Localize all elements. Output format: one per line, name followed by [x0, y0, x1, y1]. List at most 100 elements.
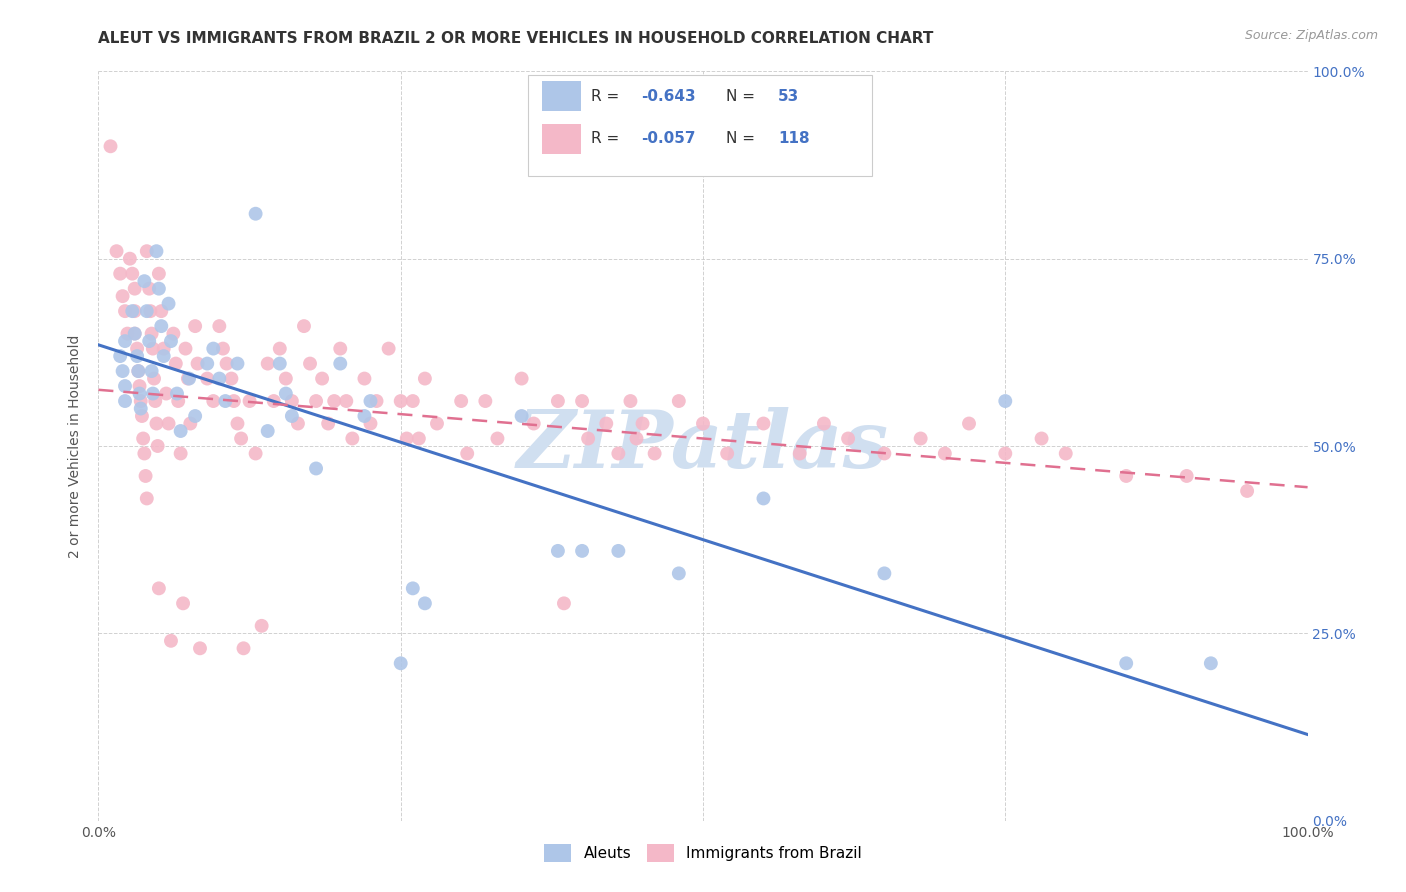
- Point: [127, 349, 149, 363]
- Point: [111, 364, 134, 378]
- Point: [135, 244, 157, 259]
- Point: [474, 394, 496, 409]
- Point: [124, 282, 146, 296]
- Point: [143, 371, 166, 385]
- Point: [215, 357, 238, 371]
- Point: [752, 491, 775, 506]
- Point: [160, 633, 183, 648]
- Point: [287, 417, 309, 431]
- Point: [595, 417, 617, 431]
- Point: [226, 357, 249, 371]
- Point: [450, 394, 472, 409]
- Bar: [543, 81, 581, 112]
- Point: [129, 401, 152, 416]
- Point: [934, 446, 956, 460]
- Text: 53: 53: [778, 88, 799, 103]
- Point: [114, 394, 136, 409]
- Point: [131, 409, 153, 423]
- Point: [250, 619, 273, 633]
- Point: [269, 342, 291, 356]
- Point: [142, 342, 165, 356]
- Point: [408, 432, 430, 446]
- Point: [128, 379, 150, 393]
- Text: N =: N =: [725, 131, 759, 146]
- Point: [486, 432, 509, 446]
- Point: [413, 596, 436, 610]
- Point: [229, 432, 252, 446]
- Point: [389, 394, 412, 409]
- Point: [134, 446, 156, 460]
- Point: [162, 326, 184, 341]
- Point: [208, 319, 231, 334]
- Point: [360, 394, 382, 409]
- Point: [208, 371, 231, 385]
- Point: [607, 544, 630, 558]
- Text: ALEUT VS IMMIGRANTS FROM BRAZIL 2 OR MORE VEHICLES IN HOUSEHOLD CORRELATION CHAR: ALEUT VS IMMIGRANTS FROM BRAZIL 2 OR MOR…: [98, 31, 934, 46]
- Point: [1031, 432, 1053, 446]
- Point: [274, 371, 297, 385]
- Point: [117, 326, 139, 341]
- Point: [172, 596, 194, 610]
- Point: [127, 364, 149, 378]
- Point: [910, 432, 932, 446]
- Point: [553, 596, 575, 610]
- Point: [631, 417, 654, 431]
- Point: [360, 417, 382, 431]
- Point: [222, 394, 245, 409]
- Point: [456, 446, 478, 460]
- Point: [155, 386, 177, 401]
- Point: [366, 394, 388, 409]
- Point: [311, 371, 333, 385]
- Point: [100, 139, 122, 153]
- Point: [668, 394, 690, 409]
- Point: [619, 394, 641, 409]
- Point: [188, 641, 211, 656]
- Point: [323, 394, 346, 409]
- Point: [145, 417, 167, 431]
- Point: [1175, 469, 1198, 483]
- Point: [169, 446, 191, 460]
- Point: [108, 267, 131, 281]
- Text: 118: 118: [778, 131, 810, 146]
- Point: [292, 319, 315, 334]
- Point: [202, 394, 225, 409]
- Point: [150, 304, 173, 318]
- Point: [138, 334, 160, 348]
- Point: [167, 394, 190, 409]
- Bar: [543, 124, 581, 153]
- Point: [1115, 469, 1137, 483]
- Point: [873, 566, 896, 581]
- Point: [146, 439, 169, 453]
- Point: [221, 371, 243, 385]
- Point: [165, 357, 187, 371]
- Point: [644, 446, 666, 460]
- Text: R =: R =: [591, 88, 624, 103]
- Point: [957, 417, 980, 431]
- Point: [752, 417, 775, 431]
- Point: [118, 252, 141, 266]
- Point: [142, 386, 165, 401]
- Text: -0.643: -0.643: [641, 88, 696, 103]
- Point: [281, 394, 304, 409]
- Point: [148, 582, 170, 596]
- Point: [353, 409, 375, 423]
- Point: [150, 319, 173, 334]
- Point: [195, 357, 218, 371]
- Legend: Aleuts, Immigrants from Brazil: Aleuts, Immigrants from Brazil: [536, 837, 870, 869]
- Point: [571, 394, 593, 409]
- Point: [132, 432, 155, 446]
- Point: [305, 461, 328, 475]
- Point: [141, 364, 163, 378]
- Point: [124, 326, 146, 341]
- Point: [837, 432, 859, 446]
- Point: [187, 357, 209, 371]
- Point: [195, 371, 218, 385]
- Point: [281, 409, 304, 423]
- Point: [668, 566, 690, 581]
- Point: [426, 417, 449, 431]
- Point: [135, 491, 157, 506]
- Point: [402, 394, 425, 409]
- Point: [105, 244, 128, 259]
- Point: [148, 267, 170, 281]
- Point: [145, 244, 167, 259]
